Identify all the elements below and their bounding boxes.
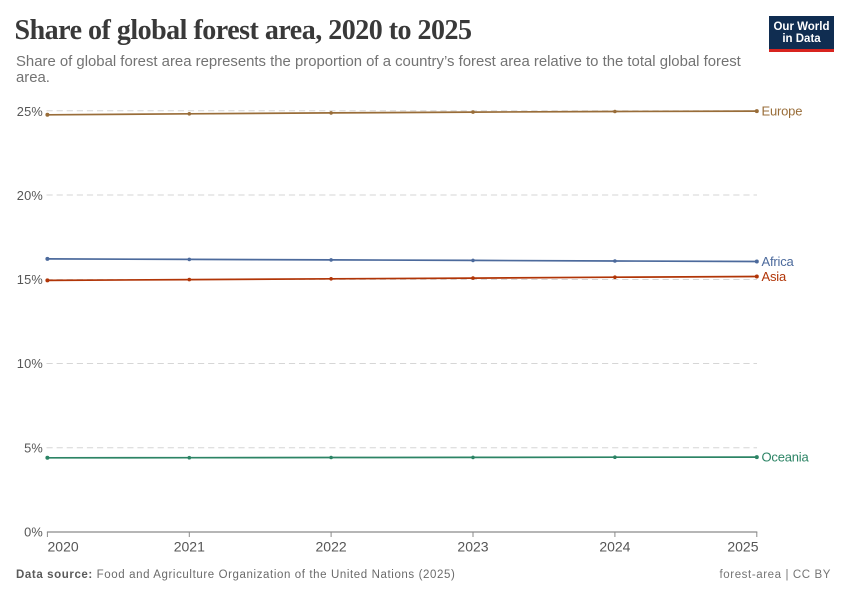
svg-text:2022: 2022 (316, 538, 347, 554)
svg-text:Europe: Europe (762, 104, 803, 119)
svg-text:2024: 2024 (599, 538, 630, 554)
svg-text:Oceania: Oceania (762, 450, 810, 465)
svg-text:Asia: Asia (762, 269, 787, 284)
svg-text:10%: 10% (17, 356, 43, 371)
svg-text:2021: 2021 (174, 538, 205, 554)
svg-text:Africa: Africa (762, 254, 795, 269)
svg-text:2023: 2023 (457, 538, 488, 554)
svg-text:15%: 15% (17, 272, 43, 287)
svg-text:20%: 20% (17, 188, 43, 203)
svg-text:2025: 2025 (727, 538, 758, 554)
svg-text:5%: 5% (24, 440, 43, 455)
svg-text:2020: 2020 (48, 538, 79, 554)
svg-text:0%: 0% (24, 524, 43, 539)
svg-text:25%: 25% (17, 104, 43, 119)
